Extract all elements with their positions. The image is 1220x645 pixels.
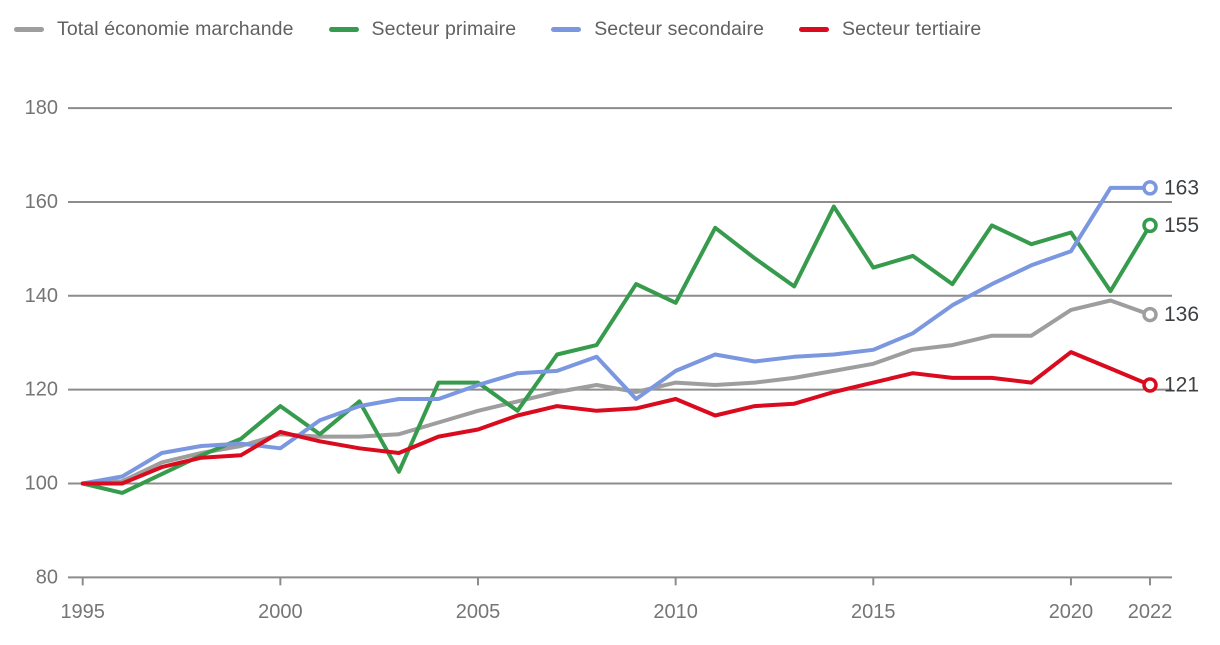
series-line-total-economie-marchande [80, 298, 1152, 486]
x-tick-label-2015: 2015 [851, 601, 896, 623]
legend-item-secondaire: Secteur secondaire [551, 18, 764, 41]
legend-label-tertiaire: Secteur tertiaire [842, 18, 982, 40]
end-label-secteur-secondaire: 163 [1164, 176, 1199, 199]
legend-label-total: Total économie marchande [57, 18, 294, 40]
y-tick-label-100: 100 [25, 473, 58, 495]
legend-item-primaire: Secteur primaire [328, 18, 517, 41]
y-tick-label-80: 80 [36, 566, 58, 588]
y-tick-label-120: 120 [25, 379, 58, 401]
x-tick-label-1995: 1995 [60, 601, 105, 623]
chart-legend: Total économie marchande Secteur primair… [14, 18, 1220, 41]
end-marker-secteur-primaire [1142, 217, 1158, 234]
end-label-total-economie-marchande: 136 [1164, 303, 1199, 326]
y-tick-label-140: 140 [25, 285, 58, 307]
end-marker-secteur-secondaire [1142, 180, 1158, 196]
legend-swatch-tertiaire [799, 27, 830, 32]
legend-swatch-total [14, 27, 44, 32]
x-tick-label-2020: 2020 [1049, 601, 1094, 623]
end-label-secteur-primaire: 155 [1164, 214, 1199, 237]
series-line-secteur-primaire [80, 204, 1152, 495]
x-tick-label-2000: 2000 [258, 601, 303, 623]
x-tick-label-2022: 2022 [1128, 601, 1173, 623]
legend-label-primaire: Secteur primaire [371, 18, 517, 40]
legend-swatch-primaire [328, 27, 359, 32]
end-marker-secteur-tertiaire [1142, 377, 1158, 393]
y-tick-label-180: 180 [25, 97, 58, 119]
legend-item-total: Total économie marchande [14, 18, 294, 41]
series-line-secteur-tertiaire [80, 350, 1152, 486]
end-marker-total-economie-marchande [1142, 306, 1158, 323]
legend-item-tertiaire: Secteur tertiaire [799, 18, 981, 41]
x-tick-label-2005: 2005 [456, 601, 501, 623]
x-tick-label-2010: 2010 [653, 601, 698, 623]
series-line-secteur-secondaire [80, 185, 1152, 486]
legend-swatch-secondaire [551, 27, 582, 32]
y-tick-label-160: 160 [25, 191, 58, 213]
end-label-secteur-tertiaire: 121 [1164, 373, 1199, 396]
legend-label-secondaire: Secteur secondaire [594, 18, 765, 40]
